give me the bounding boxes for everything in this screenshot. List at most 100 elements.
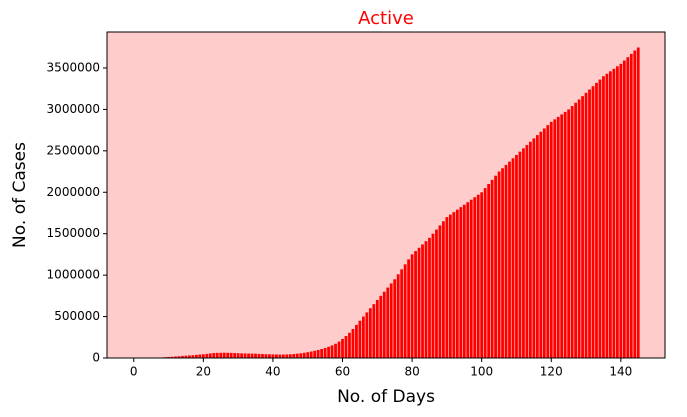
bar	[494, 175, 497, 358]
bar	[243, 353, 247, 358]
bar	[375, 299, 379, 358]
bar	[428, 237, 431, 358]
bar	[382, 291, 386, 358]
bar	[563, 111, 567, 358]
bar	[455, 209, 459, 358]
bar	[215, 352, 219, 358]
y-tick-label: 2500000	[47, 143, 100, 157]
bar	[435, 229, 438, 358]
bar	[198, 354, 202, 358]
bar	[414, 251, 417, 358]
y-tick-label: 500000	[54, 309, 100, 323]
y-tick-label: 1000000	[47, 268, 100, 282]
bar	[309, 351, 313, 358]
bar	[490, 179, 494, 358]
bar	[591, 86, 595, 358]
bar	[361, 316, 365, 358]
bar	[577, 99, 581, 359]
x-tick-label: 60	[335, 365, 350, 379]
bar	[320, 349, 324, 358]
bar	[400, 269, 404, 358]
bar	[448, 214, 452, 358]
bar	[598, 79, 602, 359]
y-tick-label: 2000000	[47, 185, 100, 199]
bar	[542, 128, 546, 358]
bar	[570, 106, 574, 358]
bar	[323, 348, 327, 358]
x-tick-label: 100	[470, 365, 493, 379]
y-tick-label: 3500000	[47, 60, 100, 74]
bar	[469, 199, 473, 358]
x-tick-label: 0	[130, 365, 138, 379]
bar	[452, 212, 456, 358]
bar	[396, 274, 400, 358]
bar	[268, 354, 271, 358]
bar	[629, 53, 633, 359]
bar	[306, 352, 310, 358]
bar	[445, 217, 449, 358]
bar	[191, 355, 195, 358]
bar	[549, 121, 553, 359]
bar	[281, 354, 285, 358]
bar	[330, 345, 334, 358]
bar	[522, 148, 525, 358]
bar	[313, 350, 317, 358]
x-axis-label: No. of Days	[337, 387, 435, 407]
bar	[501, 168, 504, 358]
bar	[292, 354, 296, 358]
bar	[556, 116, 560, 358]
bar	[588, 89, 591, 358]
bar	[508, 161, 511, 358]
bar	[622, 60, 626, 359]
bar	[219, 352, 223, 358]
bar	[584, 92, 588, 358]
bar	[497, 171, 501, 358]
bar	[605, 73, 609, 358]
bar	[619, 63, 623, 359]
bar	[466, 202, 470, 358]
bar	[288, 354, 292, 358]
bar	[368, 308, 372, 358]
bar	[636, 47, 640, 358]
bar	[181, 355, 184, 358]
bar	[358, 320, 362, 358]
chart-title: Active	[358, 8, 414, 29]
bar	[226, 352, 230, 358]
bar	[487, 183, 491, 358]
bar	[612, 68, 616, 358]
bar	[355, 324, 358, 358]
bar	[302, 352, 306, 358]
bar	[208, 353, 212, 358]
bar	[386, 287, 390, 358]
bar	[393, 279, 397, 358]
bar	[188, 355, 191, 358]
bar	[626, 57, 630, 359]
bar	[254, 353, 257, 358]
bar	[341, 338, 344, 358]
bar	[334, 343, 337, 358]
bar	[553, 119, 557, 358]
bar	[442, 221, 445, 358]
bar	[539, 131, 543, 358]
bar	[633, 50, 637, 358]
bar	[438, 225, 442, 358]
bar	[410, 254, 414, 358]
bar	[240, 353, 244, 358]
bar	[574, 102, 578, 359]
bar	[327, 346, 330, 358]
bar	[295, 353, 299, 358]
bar	[278, 354, 282, 358]
bar	[285, 354, 289, 358]
bar	[515, 154, 518, 358]
bar	[236, 353, 240, 358]
bar	[473, 197, 477, 358]
bar	[483, 188, 487, 358]
bar	[365, 312, 369, 358]
bar	[194, 354, 198, 358]
bar	[595, 82, 598, 359]
x-tick-label: 40	[265, 365, 280, 379]
bar	[337, 341, 341, 358]
bar	[212, 353, 216, 358]
bar	[602, 76, 605, 358]
